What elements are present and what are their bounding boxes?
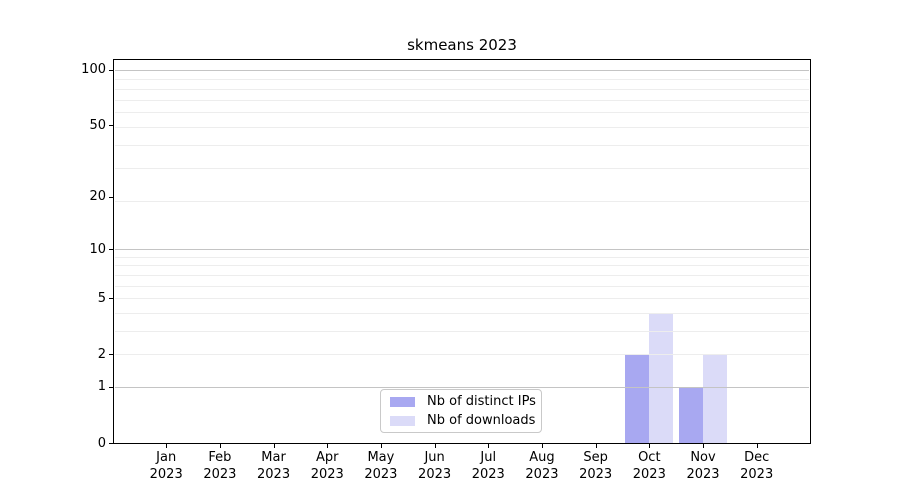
x-tick-mar-2023 bbox=[273, 444, 275, 448]
x-tick-aug-2023 bbox=[541, 444, 543, 448]
y-tick-label-0: 0 bbox=[97, 435, 106, 451]
x-tick-jun-2023 bbox=[434, 444, 436, 448]
legend-swatch-nb-of-distinct-ips bbox=[390, 396, 415, 407]
x-tick-label-jun-2023: Jun 2023 bbox=[418, 450, 452, 482]
y-tick-label-100: 100 bbox=[81, 62, 106, 78]
x-tick-may-2023 bbox=[380, 444, 382, 448]
x-tick-apr-2023 bbox=[327, 444, 329, 448]
x-tick-jan-2023 bbox=[166, 444, 168, 448]
plot-area bbox=[113, 59, 811, 444]
y-tick-label-2: 2 bbox=[97, 346, 106, 362]
x-tick-label-sep-2023: Sep 2023 bbox=[579, 450, 613, 482]
x-tick-feb-2023 bbox=[219, 444, 221, 448]
x-tick-label-aug-2023: Aug 2023 bbox=[525, 450, 559, 482]
x-tick-label-may-2023: May 2023 bbox=[364, 450, 398, 482]
legend: Nb of distinct IPs Nb of downloads bbox=[380, 389, 542, 433]
x-tick-label-jan-2023: Jan 2023 bbox=[149, 450, 183, 482]
y-tick-label-20: 20 bbox=[89, 189, 106, 205]
x-tick-dec-2023 bbox=[756, 444, 758, 448]
y-tick-label-10: 10 bbox=[89, 241, 106, 257]
legend-item-nb-of-downloads: Nb of downloads bbox=[381, 413, 541, 429]
x-tick-jul-2023 bbox=[488, 444, 490, 448]
x-tick-label-nov-2023: Nov 2023 bbox=[686, 450, 720, 482]
x-tick-oct-2023 bbox=[649, 444, 651, 448]
x-tick-label-dec-2023: Dec 2023 bbox=[740, 450, 774, 482]
legend-swatch-nb-of-downloads bbox=[390, 415, 415, 426]
chart-title: skmeans 2023 bbox=[407, 36, 517, 54]
y-tick-label-50: 50 bbox=[89, 117, 106, 133]
x-tick-label-oct-2023: Oct 2023 bbox=[632, 450, 666, 482]
y-tick-label-5: 5 bbox=[97, 290, 106, 306]
x-tick-sep-2023 bbox=[595, 444, 597, 448]
y-tick-label-1: 1 bbox=[97, 379, 106, 395]
legend-label-nb-of-downloads: Nb of downloads bbox=[427, 412, 536, 428]
x-tick-nov-2023 bbox=[703, 444, 704, 448]
x-tick-label-apr-2023: Apr 2023 bbox=[310, 450, 344, 482]
x-tick-label-jul-2023: Jul 2023 bbox=[471, 450, 505, 482]
legend-label-nb-of-distinct-ips: Nb of distinct IPs bbox=[427, 393, 536, 409]
x-tick-label-feb-2023: Feb 2023 bbox=[203, 450, 237, 482]
legend-item-nb-of-distinct-ips: Nb of distinct IPs bbox=[381, 394, 541, 410]
x-tick-label-mar-2023: Mar 2023 bbox=[257, 450, 291, 482]
